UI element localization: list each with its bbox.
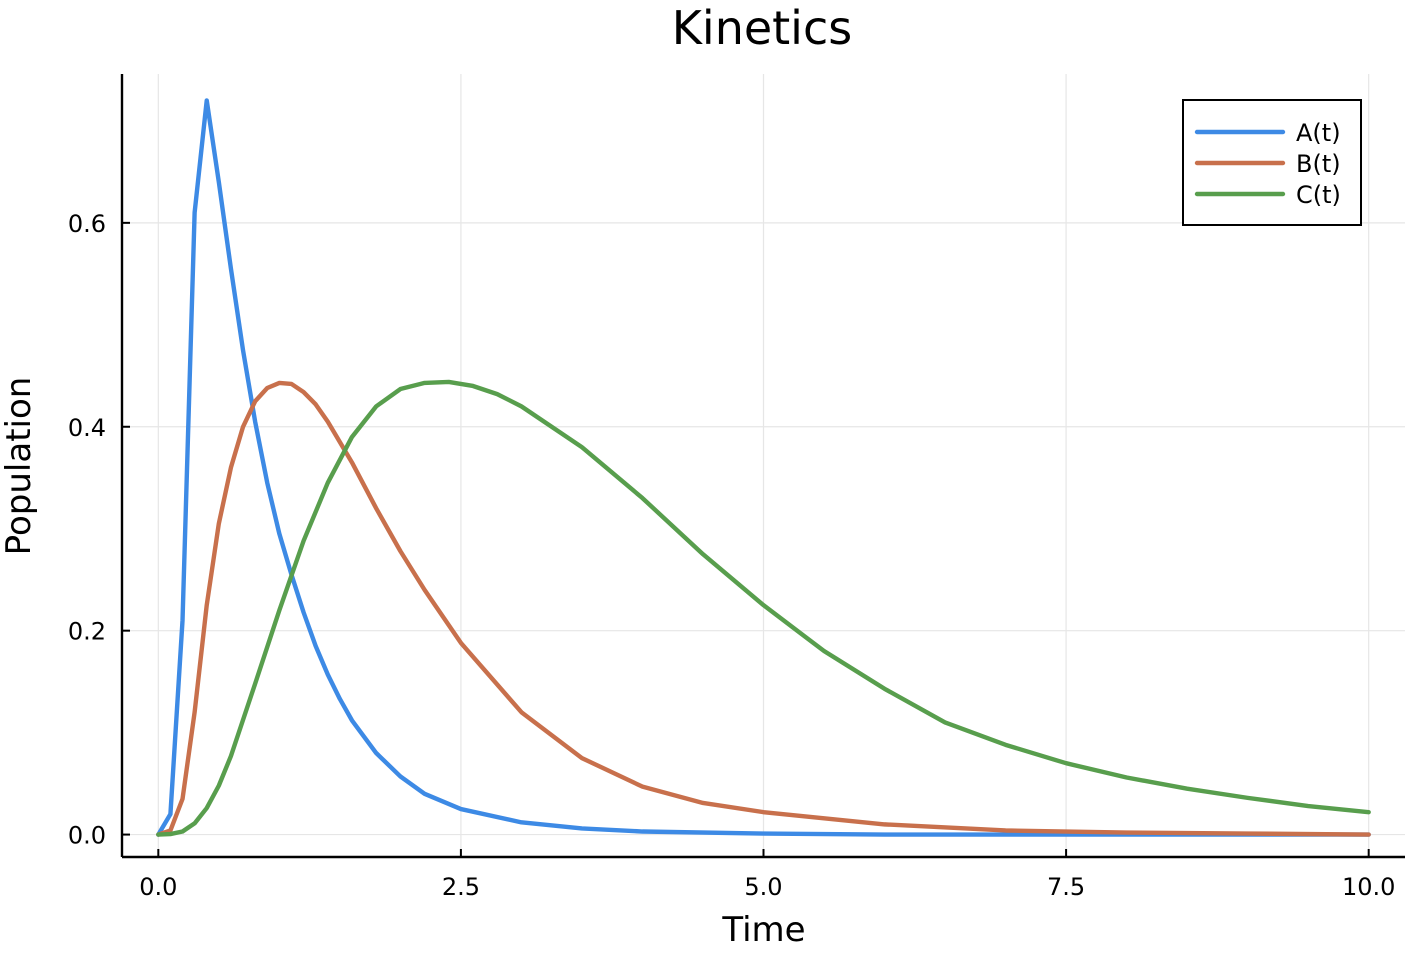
x-tick-label: 5.0 (744, 873, 782, 901)
x-tick-label: 2.5 (442, 873, 480, 901)
series-line-A(t) (156, 98, 1371, 837)
series-layer (156, 98, 1371, 837)
y-tick-label: 0.0 (68, 822, 106, 850)
legend-label-C(t): C(t) (1296, 181, 1341, 209)
x-axis-label: Time (721, 910, 805, 950)
x-tick-label: 10.0 (1342, 873, 1395, 901)
x-tick-label: 0.0 (139, 873, 177, 901)
legend: A(t) B(t) C(t) (1182, 99, 1362, 226)
y-tick-label: 0.4 (68, 414, 106, 442)
x-tick-label: 7.5 (1047, 873, 1085, 901)
y-tick-label: 0.6 (68, 210, 106, 238)
chart-title: Kinetics (672, 1, 852, 55)
y-tick-label: 0.2 (68, 618, 106, 646)
axes-layer: 0.0 2.5 5.0 7.5 10.0 0.0 0.2 0.4 0.6 (68, 74, 1405, 901)
series-line-C(t) (156, 379, 1371, 837)
legend-label-A(t): A(t) (1296, 119, 1341, 147)
legend-label-B(t): B(t) (1296, 150, 1341, 178)
series-line-B(t) (156, 380, 1371, 837)
y-axis-label: Population (0, 377, 39, 556)
